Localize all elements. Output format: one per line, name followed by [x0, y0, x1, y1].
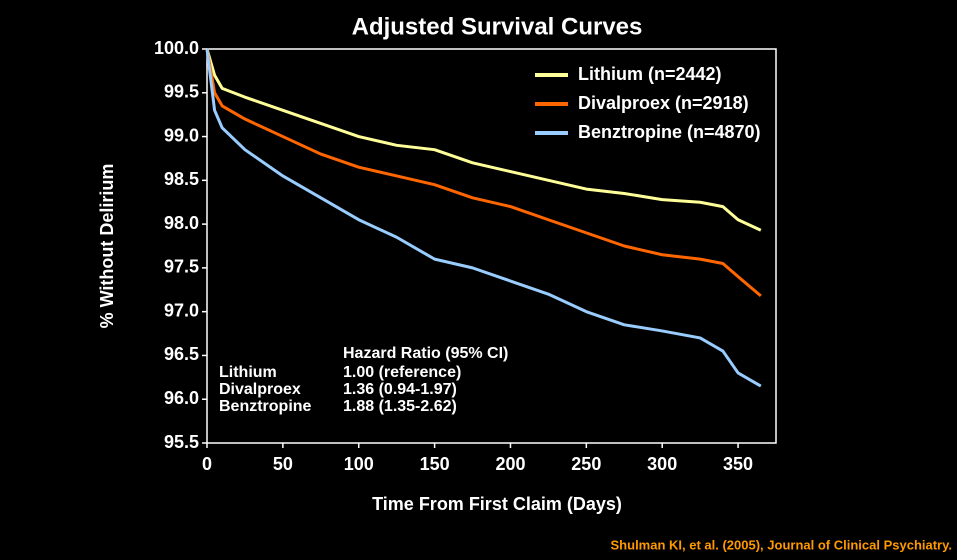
x-tick-label: 300 — [647, 454, 677, 474]
y-tick-label: 98.5 — [164, 169, 199, 189]
table-ratio: 1.88 (1.35-2.62) — [343, 398, 457, 415]
legend-label: Benztropine (n=4870) — [578, 122, 761, 142]
y-tick-label: 99.5 — [164, 82, 199, 102]
y-tick-label: 97.0 — [164, 300, 199, 320]
table-drug: Divalproex — [219, 381, 301, 398]
table-drug: Benztropine — [219, 398, 312, 415]
table-ratio: 1.36 (0.94-1.97) — [343, 381, 457, 398]
y-tick-label: 96.5 — [164, 344, 199, 364]
x-tick-label: 250 — [571, 454, 601, 474]
x-tick-label: 50 — [273, 454, 293, 474]
table-drug: Lithium — [219, 364, 277, 381]
plot-frame — [206, 48, 777, 444]
y-tick-label: 100.0 — [154, 38, 199, 58]
y-axis-label: % Without Delirium — [97, 164, 117, 329]
x-tick-label: 350 — [723, 454, 753, 474]
chart-title: Adjusted Survival Curves — [352, 13, 643, 40]
series-line — [205, 48, 762, 232]
legend-label: Divalproex (n=2918) — [578, 93, 749, 113]
y-tick-label: 99.0 — [164, 125, 199, 145]
series-line — [205, 48, 762, 388]
series-line — [205, 48, 762, 298]
y-tick-label: 95.5 — [164, 432, 199, 452]
legend-label: Lithium (n=2442) — [578, 64, 722, 84]
x-tick-label: 100 — [344, 454, 374, 474]
table-header: Hazard Ratio (95% CI) — [343, 345, 508, 362]
x-tick-label: 200 — [495, 454, 525, 474]
source-note: Shulman KI, et al. (2005), Journal of Cl… — [611, 537, 952, 552]
y-tick-label: 97.5 — [164, 257, 199, 277]
y-tick-label: 96.0 — [164, 388, 199, 408]
table-ratio: 1.00 (reference) — [343, 364, 461, 381]
x-tick-label: 150 — [420, 454, 450, 474]
y-tick-label: 98.0 — [164, 213, 199, 233]
x-tick-label: 0 — [202, 454, 212, 474]
x-axis-label: Time From First Claim (Days) — [372, 494, 622, 514]
